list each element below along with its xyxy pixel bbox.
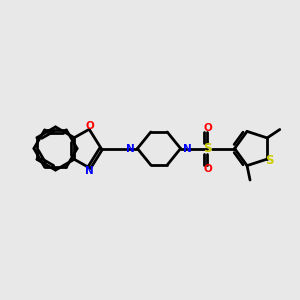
Text: O: O: [85, 121, 94, 131]
Text: N: N: [126, 143, 135, 154]
Text: O: O: [203, 123, 212, 133]
Text: N: N: [183, 143, 192, 154]
Text: O: O: [203, 164, 212, 174]
Text: S: S: [203, 142, 211, 155]
Text: N: N: [85, 166, 94, 176]
Text: S: S: [265, 154, 274, 167]
